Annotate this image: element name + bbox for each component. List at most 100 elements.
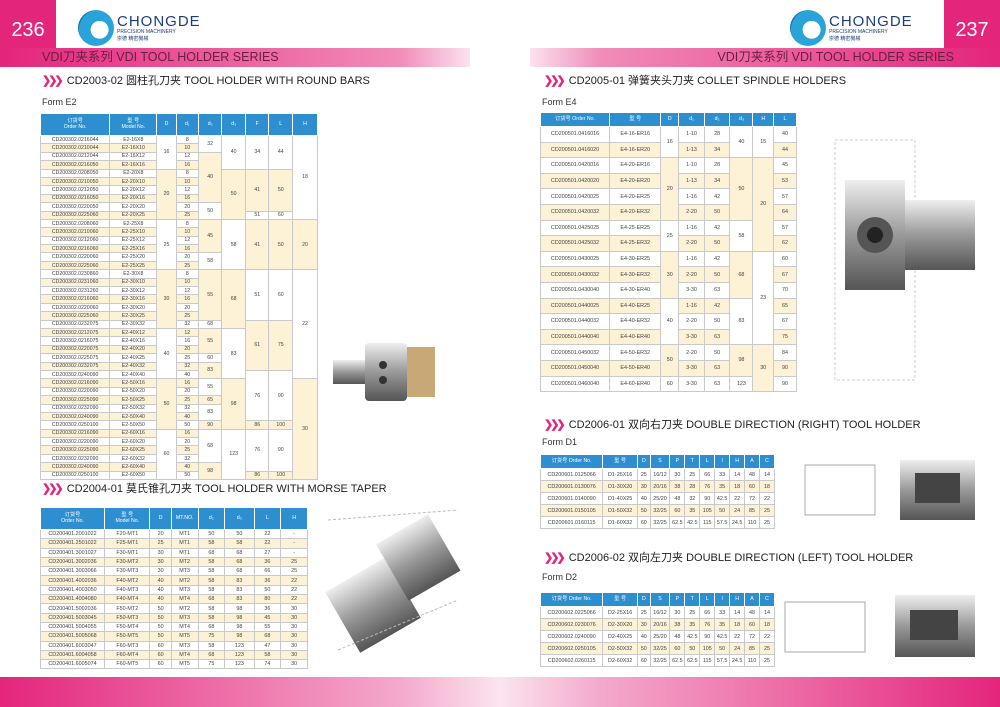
table-cell: CD200501.0420020 [539, 172, 611, 190]
table-cell: E2-30X10 [109, 277, 158, 288]
table-cell: E2-20X10 [109, 176, 158, 187]
table-cell: 2-20 [678, 235, 705, 252]
table-cell: E2-30X12 [109, 286, 158, 296]
table-row: CD200501.0425025 E4-25-ER25 25 1-16 42 58 57 [539, 219, 798, 252]
table-row: CD200501.0450032 E4-50-ER32 50 2-20 50 98 30 84 [539, 344, 798, 393]
table-cell: 22 [758, 630, 776, 643]
table-cell: 12 [175, 151, 199, 162]
table-cell: 2-20 [678, 313, 705, 330]
table-cell: 41 [244, 168, 270, 212]
table-cell: E2-40X20 [109, 344, 158, 355]
table-cell: 90 [772, 359, 798, 377]
column-header: 型 号 [609, 112, 662, 127]
table-cell: 20 [175, 344, 199, 355]
table-cell: 50 [268, 218, 294, 271]
table-cell: 83 [197, 361, 223, 380]
table-cell: 10 [175, 176, 199, 187]
column-header: 型 号 Model No. [104, 507, 151, 530]
table-cell: CD200302.0225060 [39, 260, 111, 271]
table-cell: E2-60X25 [109, 445, 158, 455]
table-cell: 20 [175, 386, 199, 397]
section-title-text: CD2006-02 双向左刀夹 DOUBLE DIRECTION (LEFT) … [568, 552, 914, 564]
table-cell: MT4 [170, 621, 199, 633]
table-cell: 42.5 [714, 630, 731, 643]
table-cell: 8 [175, 269, 199, 279]
table-cell: E2-16X12 [109, 151, 158, 162]
section-title-text: CD2004-01 莫氏锥孔刀夹 TOOL HOLDER WITH MORSE … [66, 483, 387, 495]
table-cell: 8 [175, 134, 199, 145]
table-cell: CD200302.0216090 [39, 378, 111, 388]
table-cell: CD200602.0225066 [539, 606, 604, 619]
table-row: CD200401.3001027 F30-MT1 30 MT1 68 68 27- [39, 547, 308, 558]
table-cell: 60 [197, 353, 223, 363]
table-cell: 30 [637, 618, 651, 631]
column-header: T [684, 592, 701, 607]
table-cell: E4-25-ER32 [609, 235, 662, 252]
table-cell: 30 [280, 612, 308, 623]
table-cell: 70 [772, 281, 798, 299]
table-cell: 25 [175, 260, 199, 271]
table-cell: 25 [660, 219, 680, 252]
table-row: CD200501.0416020 E4-16-ER20 1-13 34 44 [539, 141, 798, 159]
table-row: CD200602.0240090 D2-40X25 40 25/20 48 42.5 90 4… [539, 630, 776, 643]
table-cell: 30 [280, 621, 308, 633]
table-cell: 83 [224, 594, 255, 605]
table-cell: F50-MT2 [104, 603, 151, 614]
table-row: CD200602.0225066 D2-25X16 25 16/12 30 25 66 33 1… [539, 606, 776, 619]
table-cell: 30 [156, 269, 177, 329]
table-cell: 30 [280, 640, 308, 651]
table-row: CD200401.5003045 F50-MT3 50 MT3 58 98 45 30 [39, 612, 308, 623]
table-cell: 58 [197, 538, 226, 549]
table-cell: 25/20 [649, 630, 671, 643]
table-cell: 63 [703, 328, 731, 346]
table-cell: MT3 [170, 640, 199, 651]
table-cell: 58 [224, 538, 255, 549]
table-cell: E2-40X32 [109, 361, 158, 371]
table-cell: E4-30-ER25 [609, 250, 662, 268]
table-cell: 50 [703, 203, 731, 221]
table-cell: 123 [224, 640, 255, 651]
table-cell: 64 [772, 203, 798, 221]
column-header: S [649, 454, 671, 469]
logo-left: CHONGDE PRECISION MACHINERY 崇德 精密機械 [78, 10, 201, 46]
table-cell: CD200302.0240090 [39, 411, 111, 422]
table-row: CD200401.4003050 F40-MT3 40 MT3 58 83 50 22 [39, 584, 308, 596]
table-cell: D1-60X32 [602, 516, 639, 529]
table-cell: CD200302.0216075 [39, 336, 111, 346]
column-header: MT.NO. [170, 507, 199, 530]
table-cell: 25 [280, 566, 308, 577]
column-header: D [156, 113, 177, 136]
table-cell: 24.5 [729, 654, 746, 667]
table-cell: 55 [197, 269, 223, 321]
table-cell: E2-20X12 [109, 185, 158, 195]
table-cell: 36 [253, 556, 282, 568]
table-cell: 68 [729, 250, 754, 299]
table-cell: 25 [637, 468, 651, 481]
table-cell: 50 [149, 603, 172, 614]
table-cell: 32/25 [649, 504, 671, 517]
table-cell: 68 [253, 631, 282, 642]
table-row: CD200401.4002036 F40-MT2 40 MT2 58 83 36 22 [39, 575, 308, 586]
table-cell: D2-40X25 [602, 630, 639, 643]
table-cell: 25 [175, 445, 199, 455]
table-cell: 16 [175, 193, 199, 204]
table-cell: 22 [729, 630, 746, 643]
table-cell: 32 [175, 403, 199, 413]
column-header: 订货号 Order No. [539, 454, 604, 469]
table-cell: 68 [224, 566, 255, 577]
table-cell: CD200302.0240090 [39, 462, 111, 472]
column-header: S [649, 592, 671, 607]
table-cell: 66 [699, 468, 716, 481]
table-row: CD200602.0230076 D2-30X20 30 20/16 38 35 76 35 1… [539, 618, 776, 631]
table-cell: 50 [156, 378, 177, 430]
table-row: CD200501.0440025 E4-40-ER25 40 1-16 42 83 65 [539, 297, 798, 346]
table-cell: CD200302.0208050 [39, 168, 111, 178]
table-cell: CD200501.0440025 [539, 297, 611, 315]
table-cell: MT5 [170, 659, 199, 670]
table-row: CD200601.0160115 D1-60X32 60 32/25 62.5 42.5 1… [539, 516, 776, 529]
table-row: CD200401.6004058 F60-MT4 60 MT4 68 123 58 30 [39, 649, 308, 661]
table-cell: 1-13 [678, 141, 705, 159]
table-cell: 40 [660, 297, 680, 346]
table-cell: 1-10 [678, 157, 705, 174]
table-row: CD200302.0232075 E2-30X32 32 68 61 75 [39, 319, 318, 371]
